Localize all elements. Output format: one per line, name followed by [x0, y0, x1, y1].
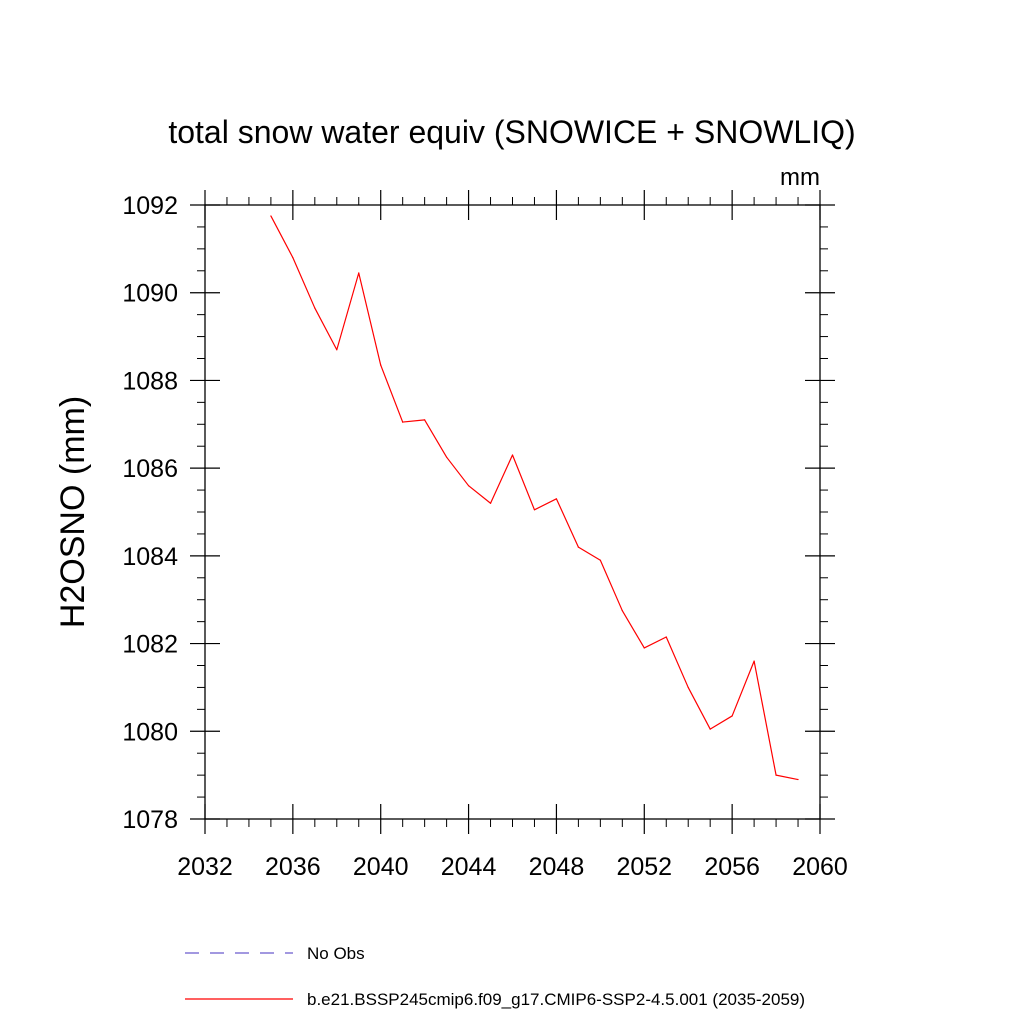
data-point: [358, 272, 360, 274]
data-point: [599, 559, 601, 561]
data-point: [577, 546, 579, 548]
data-point: [665, 636, 667, 638]
y-tick-label: 1080: [122, 718, 178, 746]
chart-title: total snow water equiv (SNOWICE + SNOWLI…: [168, 114, 855, 150]
plot-frame: [204, 204, 821, 820]
x-tick-label: 2032: [177, 853, 233, 881]
series-layer: [270, 215, 799, 781]
data-point: [753, 660, 755, 662]
data-point: [380, 364, 382, 366]
y-tick-label: 1086: [122, 455, 178, 483]
data-point: [533, 509, 536, 511]
y-tick-label: 1092: [122, 192, 178, 220]
x-tick-label: 2044: [441, 853, 497, 881]
data-point: [643, 647, 645, 649]
data-point: [511, 454, 514, 456]
data-point: [797, 778, 799, 781]
legend: No Obs b.e21.BSSP245cmip6.f09_g17.CMIP6-…: [185, 944, 805, 1009]
x-tick-label: 2060: [792, 853, 848, 881]
data-point: [270, 215, 272, 217]
y-tick-label: 1078: [122, 806, 178, 834]
y-tick-label: 1082: [122, 631, 178, 659]
data-point: [687, 686, 689, 689]
data-point: [775, 774, 777, 776]
data-point: [292, 257, 294, 259]
y-tick-label: 1088: [122, 367, 178, 395]
y-tick-label: 1090: [122, 280, 178, 308]
data-point: [467, 485, 470, 487]
data-point: [621, 610, 623, 612]
x-tick-label: 2056: [704, 853, 760, 881]
data-point: [731, 715, 733, 717]
legend-label-no-obs: No Obs: [307, 944, 365, 963]
x-tick-label: 2052: [616, 853, 672, 881]
x-tick-label: 2036: [265, 853, 321, 881]
data-point: [489, 502, 492, 504]
data-point: [402, 421, 404, 423]
x-tick-label: 2040: [353, 853, 409, 881]
data-point: [336, 349, 338, 351]
units-label: mm: [780, 164, 820, 191]
x-tick-label: 2048: [529, 853, 585, 881]
data-point: [555, 498, 558, 500]
data-point: [446, 456, 448, 458]
data-point: [424, 419, 426, 421]
y-tick-label: 1084: [122, 543, 178, 571]
axes: 2032 2036 2040 2044 2048 2052 2056 2060 1078 1080…: [122, 190, 848, 881]
legend-label-series: b.e21.BSSP245cmip6.f09_g17.CMIP6-SSP2-4.…: [307, 990, 805, 1009]
data-point: [314, 307, 316, 309]
y-axis-label: H2OSNO (mm): [54, 396, 92, 628]
series-line-0: [270, 215, 799, 781]
data-point: [709, 728, 711, 730]
